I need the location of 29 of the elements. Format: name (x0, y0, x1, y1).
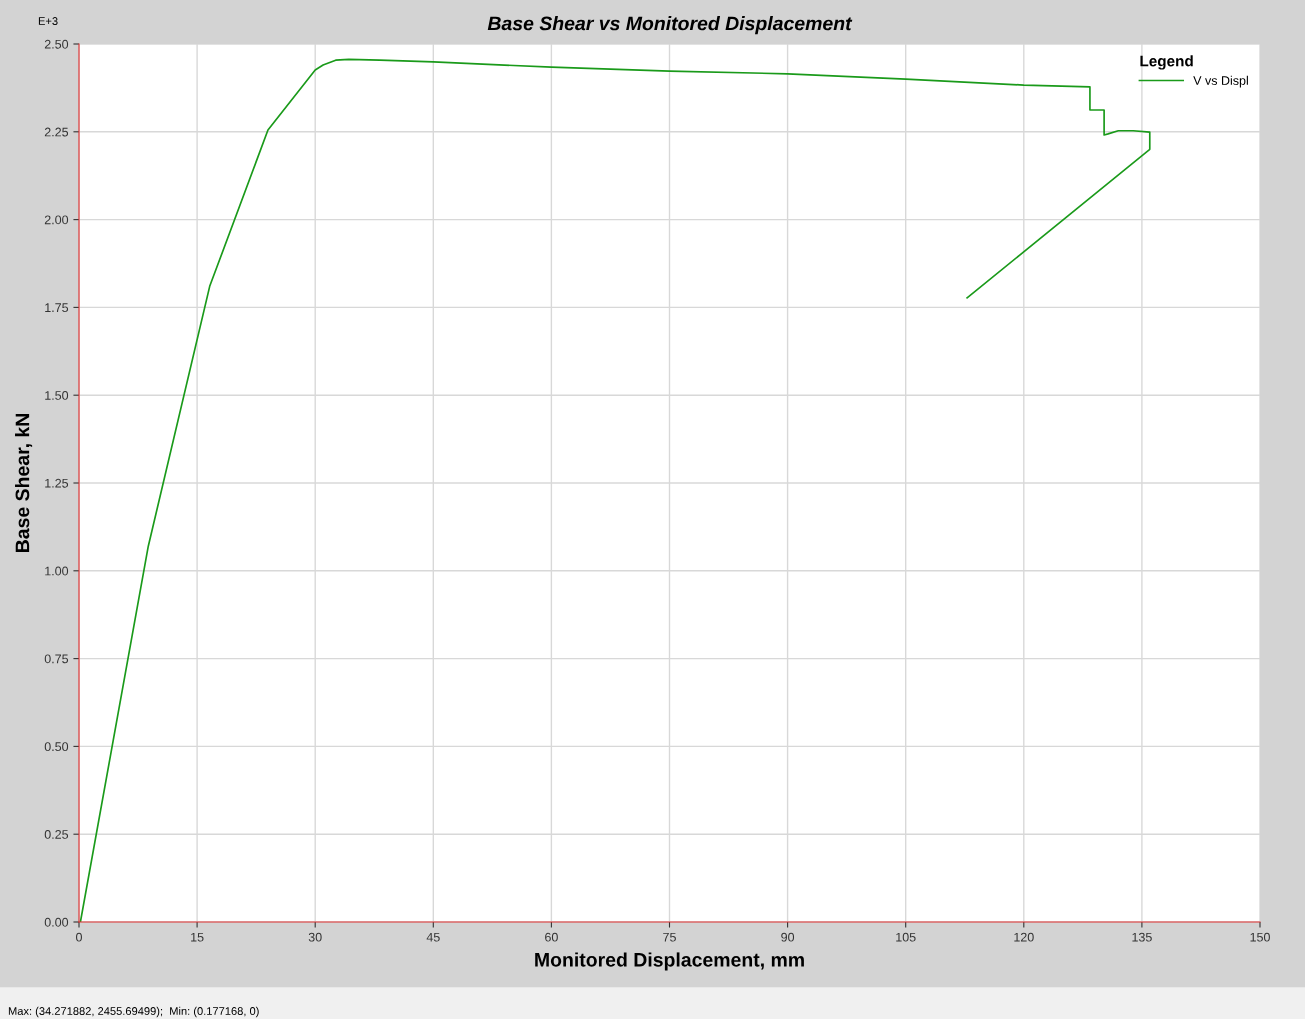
y-tick-label: 0.50 (44, 742, 69, 752)
x-tick-label: 150 (1250, 932, 1270, 942)
y-tick-label: 1.75 (45, 303, 69, 313)
text: E+3 (38, 17, 58, 25)
legend-title: Legend (1140, 55, 1193, 70)
x-tick-label: 60 (545, 932, 558, 942)
x-tick-label: 45 (426, 932, 440, 942)
x-tick-label: 105 (896, 932, 916, 942)
y-tick-label: 0.25 (44, 830, 69, 839)
y-tick-label: 1.50 (45, 391, 69, 400)
y-tick-label: 1.25 (45, 478, 69, 488)
chart-title: Base Shear vs Monitored Displacement (487, 16, 853, 35)
y-tick-label: 2.50 (44, 39, 69, 49)
legend-label: V vs Displ (1193, 75, 1248, 88)
x-tick-label: 30 (308, 932, 322, 942)
x-tick-label: 120 (1014, 932, 1034, 942)
y-tick-label: 0.75 (44, 654, 69, 664)
y-tick-label: 2.00 (44, 215, 69, 225)
x-tick-label: 90 (781, 932, 795, 942)
x-axis-title: Monitored Displacement, mm (535, 952, 804, 971)
x-tick-label: 135 (1132, 932, 1152, 942)
y-tick-label: 2.25 (44, 127, 69, 137)
y-tick-label: 1.00 (45, 566, 69, 576)
y-tick-label: 0.00 (44, 917, 69, 927)
text: Max: (34.271882, 2455.69499); Min: (0.177168, 0) (8, 1006, 259, 1018)
y-axis-title: Base Shear, kN (15, 414, 33, 552)
x-tick-label: 0 (76, 932, 82, 942)
x-tick-label: 15 (191, 932, 204, 942)
x-tick-label: 75 (663, 932, 676, 942)
